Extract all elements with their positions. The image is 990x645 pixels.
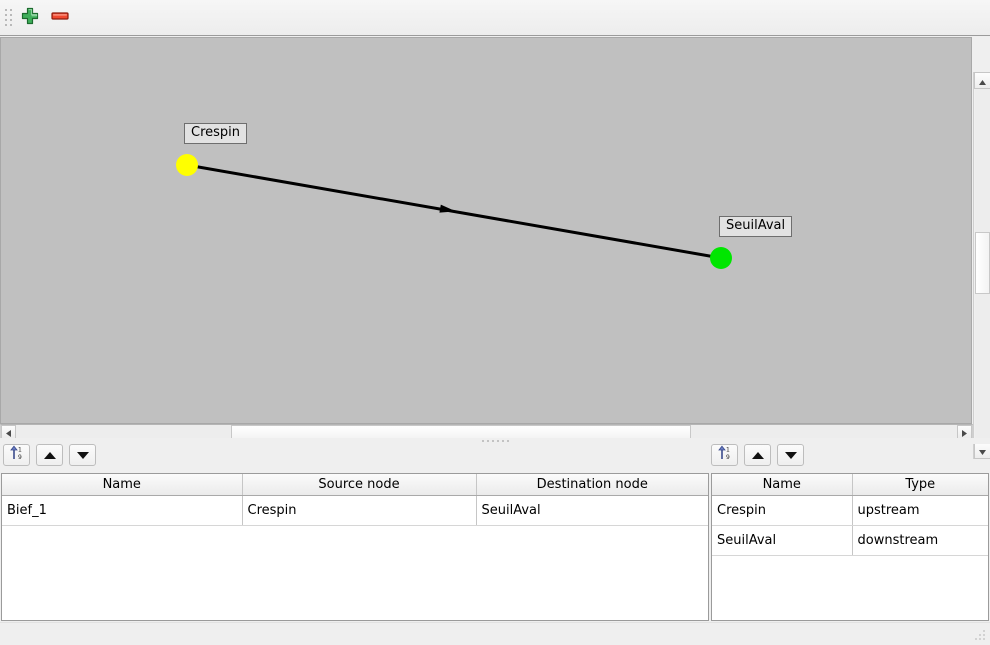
graph-svg [176, 154, 732, 269]
table-row[interactable]: SeuilAval downstream [712, 525, 988, 556]
scroll-down-button[interactable] [974, 442, 990, 459]
reaches-table: Name Source node Destination node Bief_1… [2, 474, 708, 526]
table-header-row: Name Type [712, 474, 988, 496]
sort-icon: 1 9 [9, 445, 25, 465]
nodes-toolbar: 1 9 [711, 444, 804, 466]
vertical-scroll-thumb[interactable] [975, 232, 990, 294]
move-down-button-nodes[interactable] [777, 444, 804, 466]
scroll-right-button[interactable] [957, 425, 972, 439]
cell-destination-node[interactable]: SeuilAval [476, 495, 708, 526]
table-header-row: Name Source node Destination node [2, 474, 708, 496]
cell-name[interactable]: Crespin [712, 495, 853, 526]
nodes-table: Name Type Crespin upstream SeuilAval dow… [712, 474, 988, 556]
move-down-button-reaches[interactable] [69, 444, 96, 466]
table-row[interactable]: Crespin upstream [712, 495, 988, 526]
chevron-up-icon [978, 71, 987, 90]
move-up-button-nodes[interactable] [744, 444, 771, 466]
column-header-type[interactable]: Type [852, 474, 988, 496]
sort-icon: 1 9 [717, 445, 733, 465]
triangle-down-icon [76, 451, 89, 459]
reaches-toolbar: 1 9 [3, 444, 96, 466]
panel-splitter[interactable] [0, 438, 990, 444]
node-label-crespin[interactable]: Crespin [184, 123, 248, 144]
add-icon [20, 6, 40, 30]
sort-button-reaches[interactable]: 1 9 [3, 444, 30, 466]
graph-canvas-frame: Crespin SeuilAval [0, 35, 990, 459]
table-row[interactable]: Bief_1 Crespin SeuilAval [2, 495, 708, 526]
node-label-seuilaval[interactable]: SeuilAval [719, 216, 793, 237]
remove-icon [49, 6, 71, 30]
main-toolbar [0, 0, 990, 36]
svg-text:9: 9 [18, 454, 22, 461]
column-header-name[interactable]: Name [712, 474, 853, 496]
triangle-up-icon [751, 451, 764, 459]
nodes-table-panel[interactable]: Name Type Crespin upstream SeuilAval dow… [711, 473, 989, 621]
chevron-down-icon [978, 441, 987, 460]
chevron-right-icon [961, 423, 968, 442]
cell-type[interactable]: upstream [852, 495, 988, 526]
status-bar [0, 622, 990, 645]
svg-text:1: 1 [18, 447, 22, 454]
column-header-name[interactable]: Name [2, 474, 243, 496]
scroll-left-button[interactable] [1, 425, 16, 439]
node-crespin [176, 154, 198, 176]
column-header-source-node[interactable]: Source node [242, 474, 477, 496]
column-header-destination-node[interactable]: Destination node [476, 474, 708, 496]
splitter-grip-icon [481, 440, 509, 442]
canvas-vertical-scrollbar[interactable] [973, 72, 990, 459]
triangle-down-icon [784, 451, 797, 459]
cell-name[interactable]: SeuilAval [712, 525, 853, 556]
cell-name[interactable]: Bief_1 [2, 495, 243, 526]
chevron-left-icon [5, 423, 12, 442]
svg-text:9: 9 [726, 454, 730, 461]
cell-type[interactable]: downstream [852, 525, 988, 556]
horizontal-scroll-thumb[interactable] [231, 425, 691, 439]
cell-source-node[interactable]: Crespin [242, 495, 477, 526]
reaches-table-panel[interactable]: Name Source node Destination node Bief_1… [1, 473, 709, 621]
node-seuilaval [710, 247, 732, 269]
edge-arrowhead [439, 204, 456, 213]
toolbar-drag-handle[interactable] [3, 7, 13, 29]
resize-grip-icon[interactable] [975, 630, 988, 643]
svg-text:1: 1 [726, 447, 730, 454]
move-up-button-reaches[interactable] [36, 444, 63, 466]
sort-button-nodes[interactable]: 1 9 [711, 444, 738, 466]
scroll-up-button[interactable] [974, 72, 990, 89]
add-button[interactable] [17, 5, 43, 31]
graph-canvas[interactable]: Crespin SeuilAval [0, 37, 972, 424]
triangle-up-icon [43, 451, 56, 459]
remove-button[interactable] [47, 5, 73, 31]
